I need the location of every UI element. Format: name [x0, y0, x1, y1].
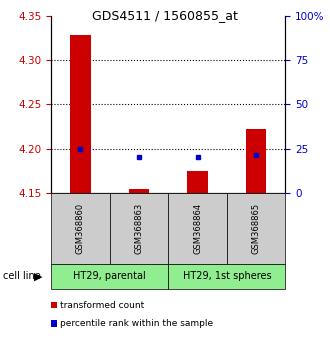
- Text: GSM368863: GSM368863: [135, 203, 144, 254]
- Bar: [187, 171, 208, 193]
- Bar: [129, 188, 149, 193]
- Text: GSM368865: GSM368865: [252, 203, 261, 254]
- Text: percentile rank within the sample: percentile rank within the sample: [60, 319, 214, 328]
- Text: GDS4511 / 1560855_at: GDS4511 / 1560855_at: [92, 9, 238, 22]
- Text: transformed count: transformed count: [60, 301, 145, 310]
- Text: GSM368860: GSM368860: [76, 203, 85, 254]
- Text: HT29, 1st spheres: HT29, 1st spheres: [182, 272, 271, 281]
- Text: cell line: cell line: [3, 272, 41, 281]
- Bar: [70, 35, 91, 193]
- Text: ▶: ▶: [34, 272, 42, 281]
- Bar: [246, 129, 266, 193]
- Text: HT29, parental: HT29, parental: [73, 272, 146, 281]
- Text: GSM368864: GSM368864: [193, 203, 202, 254]
